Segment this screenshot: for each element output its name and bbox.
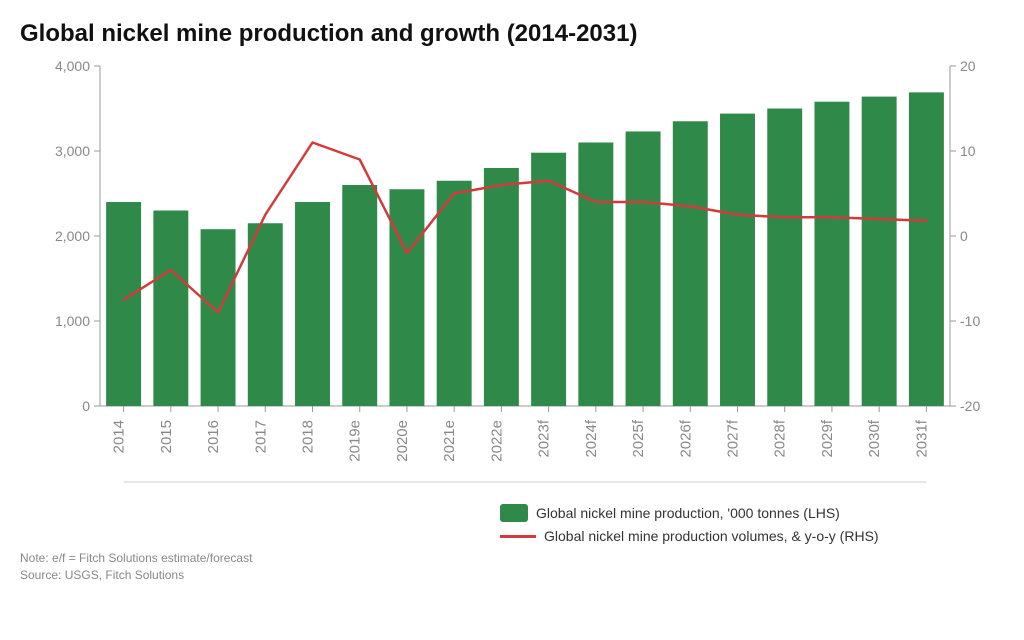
svg-text:0: 0 (960, 228, 968, 244)
svg-text:2022e: 2022e (488, 420, 505, 462)
svg-text:2031f: 2031f (913, 419, 930, 457)
svg-text:10: 10 (960, 143, 976, 159)
svg-text:2023f: 2023f (536, 419, 553, 457)
note-line-1: Note: e/f = Fitch Solutions estimate/for… (20, 550, 1004, 567)
svg-text:0: 0 (82, 398, 90, 414)
legend-item-line: Global nickel mine production volumes, &… (500, 528, 1004, 544)
legend-item-bar: Global nickel mine production, '000 tonn… (500, 504, 1004, 522)
svg-text:2028f: 2028f (772, 419, 789, 457)
bar-swatch-icon (500, 504, 528, 522)
svg-text:2018: 2018 (300, 420, 317, 453)
svg-text:2029f: 2029f (819, 419, 836, 457)
svg-text:2014: 2014 (111, 420, 128, 453)
svg-text:2015: 2015 (158, 420, 175, 453)
svg-text:2017: 2017 (252, 420, 269, 453)
note-line-2: Source: USGS, Fitch Solutions (20, 567, 1004, 584)
svg-text:-20: -20 (960, 398, 980, 414)
svg-text:2016: 2016 (205, 420, 222, 453)
legend-line-label: Global nickel mine production volumes, &… (544, 528, 879, 544)
legend: Global nickel mine production, '000 tonn… (500, 504, 1004, 544)
svg-text:2019e: 2019e (347, 420, 364, 462)
svg-text:3,000: 3,000 (55, 143, 90, 159)
svg-text:2,000: 2,000 (55, 228, 90, 244)
svg-text:2021e: 2021e (441, 420, 458, 462)
chart-notes: Note: e/f = Fitch Solutions estimate/for… (20, 550, 1004, 584)
svg-text:2030f: 2030f (866, 419, 883, 457)
svg-text:-10: -10 (960, 313, 980, 329)
chart-title: Global nickel mine production and growth… (20, 20, 1004, 48)
svg-text:2024f: 2024f (583, 419, 600, 457)
chart-container: 0 1,000 2,000 3,000 4,000 -20 -10 0 10 20 2014 2015… (40, 56, 1000, 496)
svg-text:4,000: 4,000 (55, 58, 90, 74)
chart-svg: 0 1,000 2,000 3,000 4,000 -20 -10 0 10 20 2014 2015… (40, 56, 1000, 496)
svg-text:2026f: 2026f (677, 419, 694, 457)
svg-text:2025f: 2025f (630, 419, 647, 457)
svg-text:2027f: 2027f (725, 419, 742, 457)
line-swatch-icon (500, 535, 536, 538)
svg-text:20: 20 (960, 58, 976, 74)
legend-bar-label: Global nickel mine production, '000 tonn… (536, 505, 840, 521)
svg-text:1,000: 1,000 (55, 313, 90, 329)
svg-text:2020e: 2020e (394, 420, 411, 462)
